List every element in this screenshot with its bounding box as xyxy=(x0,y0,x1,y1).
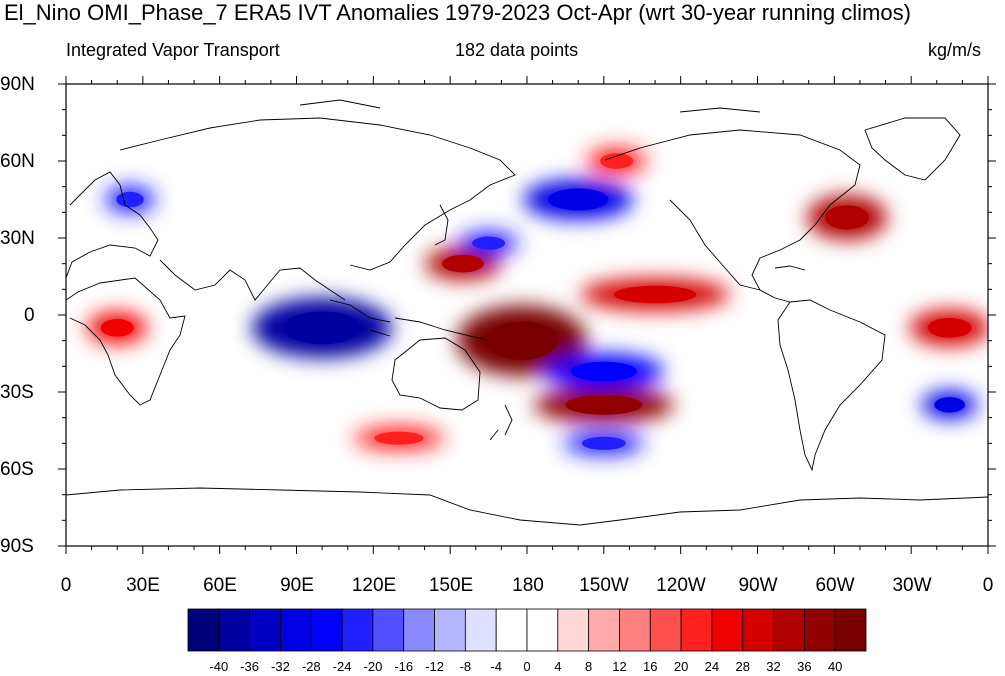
units-label: kg/m/s xyxy=(928,40,982,60)
colorbar-swatch xyxy=(495,608,528,652)
colorbar-label: 0 xyxy=(523,659,531,674)
anomaly-blob-core xyxy=(613,285,697,304)
colorbar-swatch xyxy=(464,608,497,652)
colorbar-swatch xyxy=(803,608,836,652)
lon-label-90w: 90W xyxy=(738,575,778,596)
anomaly-blob-core xyxy=(547,188,609,211)
anomaly-blob-core xyxy=(442,254,484,273)
colorbar-swatch xyxy=(526,608,559,652)
colorbar-label: 32 xyxy=(766,659,781,674)
colorbar-label: -4 xyxy=(490,659,502,674)
anomaly-blob-core xyxy=(565,394,643,415)
lon-label-150w: 150W xyxy=(579,575,629,596)
colorbar-swatch xyxy=(372,608,405,652)
lon-label-0-east: 0 xyxy=(982,575,994,596)
colorbar-label: -16 xyxy=(394,659,414,674)
colorbar-label: 24 xyxy=(704,659,720,674)
anomaly-blob-core xyxy=(927,317,972,338)
colorbar-label: -28 xyxy=(301,659,321,674)
colorbar-swatch xyxy=(341,608,374,652)
colorbar xyxy=(187,608,867,652)
anomaly-blob-core xyxy=(100,319,134,337)
lat-label-90s: 90S xyxy=(0,536,34,557)
colorbar-swatch xyxy=(680,608,713,652)
anomaly-blob-core xyxy=(374,431,424,445)
colorbar-label: -12 xyxy=(425,659,444,674)
colorbar-label: -32 xyxy=(271,659,290,674)
colorbar-swatch xyxy=(557,608,590,652)
anomaly-blob-core xyxy=(116,191,144,208)
colorbar-swatch xyxy=(834,608,867,652)
anomaly-blob-core xyxy=(600,153,634,169)
colorbar-label: 20 xyxy=(673,659,689,674)
lon-label-0-west: 0 xyxy=(60,575,72,596)
colorbar-swatch xyxy=(403,608,435,652)
lon-label-180: 180 xyxy=(512,575,544,596)
anomaly-blob-core xyxy=(472,236,506,250)
colorbar-label: -24 xyxy=(332,659,352,674)
lat-label-60s: 60S xyxy=(0,459,34,480)
lon-label-60e: 60E xyxy=(203,575,237,596)
colorbar-label: 28 xyxy=(735,659,750,674)
anomaly-field xyxy=(87,147,988,456)
colorbar-label: 40 xyxy=(827,659,843,674)
anomaly-blob-core xyxy=(934,397,965,413)
map-title: El_Nino OMI_Phase_7 ERA5 IVT Anomalies 1… xyxy=(4,0,911,25)
colorbar-swatch xyxy=(218,608,251,652)
colorbar-label: -20 xyxy=(363,659,383,674)
anomaly-blob-core xyxy=(486,321,558,360)
colorbar-swatch xyxy=(249,608,281,652)
variable-label: Integrated Vapor Transport xyxy=(66,40,280,60)
lat-label-30n: 30N xyxy=(0,228,35,249)
anomaly-blob-core xyxy=(825,205,870,230)
lon-label-30e: 30E xyxy=(126,575,160,596)
anomaly-blob-core xyxy=(283,311,361,345)
colorbar-label: -40 xyxy=(209,659,229,674)
anomaly-blob-core xyxy=(570,361,637,382)
colorbar-label: 36 xyxy=(797,659,812,674)
colorbar-swatch xyxy=(310,608,343,652)
axis-ticks xyxy=(58,76,996,554)
lat-label-90n: 90N xyxy=(0,74,35,95)
lon-label-150e: 150E xyxy=(428,575,474,596)
colorbar-label: 16 xyxy=(643,659,658,674)
colorbar-label: -8 xyxy=(459,659,472,674)
sample-count-label: 182 data points xyxy=(455,40,579,60)
anomaly-blob-core xyxy=(581,436,626,450)
colorbar-swatch xyxy=(187,608,220,652)
colorbar-swatch xyxy=(619,608,651,652)
lat-label-60n: 60N xyxy=(0,151,35,172)
colorbar-label: 12 xyxy=(612,659,627,674)
lon-label-30w: 30W xyxy=(892,575,932,596)
colorbar-label: 8 xyxy=(585,659,593,674)
colorbar-swatch xyxy=(649,608,682,652)
colorbar-swatch xyxy=(280,608,312,652)
lon-label-60w: 60W xyxy=(815,575,855,596)
colorbar-swatch xyxy=(773,608,805,652)
lon-label-120w: 120W xyxy=(656,575,706,596)
lat-label-30s: 30S xyxy=(0,382,34,403)
colorbar-swatch xyxy=(711,608,744,652)
colorbar-swatch xyxy=(434,608,466,652)
lat-label-0: 0 xyxy=(24,305,35,326)
colorbar-swatch xyxy=(588,608,620,652)
colorbar-label: -36 xyxy=(240,659,260,674)
colorbar-swatch xyxy=(742,608,774,652)
colorbar-label: 4 xyxy=(554,659,562,674)
lon-label-90e: 90E xyxy=(280,575,314,596)
lon-label-120e: 120E xyxy=(351,575,397,596)
coastlines xyxy=(66,99,988,526)
